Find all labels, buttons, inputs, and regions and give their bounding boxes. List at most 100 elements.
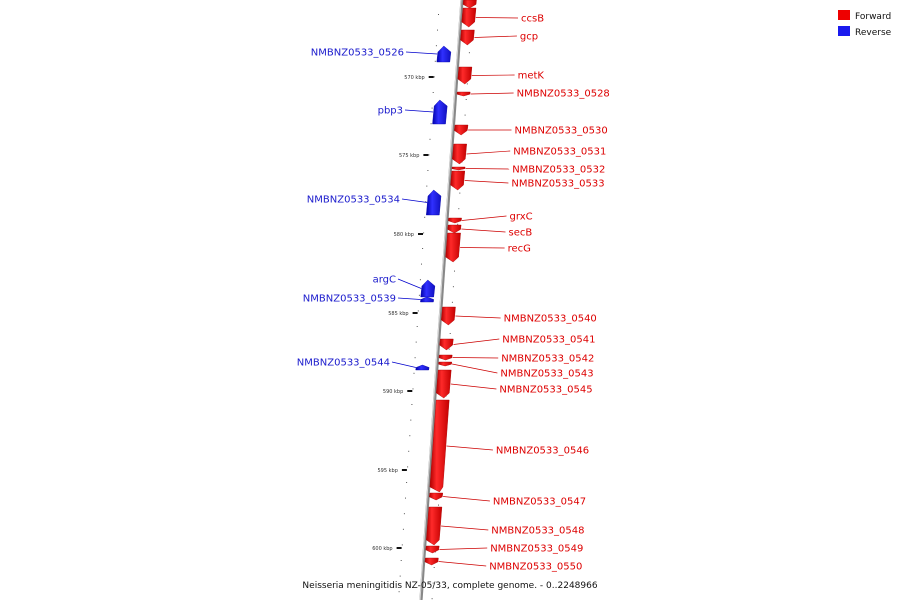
scale-dot	[415, 341, 417, 343]
gene-leader-line	[471, 74, 515, 76]
tick-mark	[412, 312, 418, 314]
gene-forward[interactable]	[441, 306, 456, 326]
scale-dot	[408, 450, 410, 452]
gene-label-forward[interactable]: NMBNZ0533_0547	[493, 497, 586, 508]
tick-label: 590 kbp	[383, 389, 403, 395]
scale-dot	[457, 223, 459, 225]
gene-forward[interactable]	[456, 91, 471, 97]
gene-label-forward[interactable]: NMBNZ0533_0548	[491, 526, 584, 537]
gene-reverse[interactable]	[415, 364, 430, 371]
gene-leader-line	[405, 51, 438, 55]
gene-leader-line	[475, 17, 519, 19]
scale-dot	[402, 528, 404, 530]
scale-dot	[438, 14, 439, 15]
gene-reverse[interactable]	[420, 296, 434, 303]
gene-label-reverse[interactable]: NMBNZ0533_0534	[307, 195, 400, 206]
gene-label-forward[interactable]: NMBNZ0533_0532	[512, 165, 605, 176]
gene-label-reverse[interactable]: argC	[373, 275, 396, 286]
gene-forward[interactable]	[426, 506, 443, 546]
gene-forward[interactable]	[447, 224, 462, 234]
scale-dot	[412, 388, 414, 390]
gene-forward[interactable]	[445, 232, 461, 263]
scale-dot	[413, 372, 415, 374]
scale-dot	[431, 107, 433, 109]
gene-label-forward[interactable]: NMBNZ0533_0540	[504, 314, 597, 325]
scale-dot	[459, 192, 461, 194]
scale-dot	[398, 591, 400, 593]
gene-label-forward[interactable]: NMBNZ0533_0533	[511, 179, 604, 190]
gene-forward[interactable]	[460, 29, 475, 46]
gene-forward[interactable]	[461, 7, 477, 28]
labels-layer: ccsB gcp metK NMBNZ0533_0528 NMBNZ0533_0530 N…	[297, 14, 610, 573]
gene-label-forward[interactable]: ccsB	[521, 14, 544, 25]
gene-forward[interactable]	[450, 170, 466, 191]
scale-dot	[427, 170, 429, 171]
gene-forward[interactable]	[429, 399, 450, 493]
genes-layer	[415, 0, 477, 566]
scale-dot	[407, 466, 409, 468]
gene-label-reverse[interactable]: NMBNZ0533_0526	[311, 48, 404, 59]
scale-dot	[451, 301, 453, 303]
gene-forward[interactable]	[439, 338, 454, 351]
scale-dot	[417, 310, 419, 312]
legend-reverse-label: Reverse	[855, 28, 892, 38]
gene-label-reverse[interactable]: pbp3	[378, 106, 403, 117]
scale-dot	[454, 270, 455, 272]
scale-dot	[435, 45, 437, 47]
gene-forward[interactable]	[454, 124, 469, 136]
gene-leader-line	[460, 247, 505, 249]
gene-label-forward[interactable]: recG	[508, 244, 531, 255]
scale-dot	[411, 404, 413, 405]
scale-dot	[464, 114, 466, 116]
gene-leader-line	[450, 383, 497, 390]
gene-label-forward[interactable]: secB	[509, 228, 533, 239]
gene-forward[interactable]	[438, 361, 453, 367]
gene-label-forward[interactable]: NMBNZ0533_0546	[496, 446, 589, 457]
gene-reverse[interactable]	[420, 279, 436, 298]
scale-dot	[410, 419, 412, 421]
gene-leader-line	[404, 109, 434, 113]
gene-leader-line	[397, 297, 421, 300]
gene-forward[interactable]	[436, 369, 452, 399]
gene-leader-line	[441, 525, 489, 531]
figure-caption: Neisseria meningitidis NZ-05/33, complet…	[302, 581, 597, 591]
gene-label-forward[interactable]: NMBNZ0533_0542	[501, 354, 594, 365]
gene-label-forward[interactable]: NMBNZ0533_0545	[499, 385, 592, 396]
gene-reverse[interactable]	[432, 99, 448, 125]
gene-label-reverse[interactable]: NMBNZ0533_0539	[303, 294, 396, 305]
gene-label-forward[interactable]: NMBNZ0533_0541	[502, 335, 595, 346]
gene-label-forward[interactable]: NMBNZ0533_0549	[490, 544, 583, 555]
gene-forward[interactable]	[451, 166, 466, 171]
ticks-layer: 570 kbp 575 kbp 580 kbp 585 kbp 590 kbp 595 k…	[372, 75, 434, 552]
gene-label-reverse[interactable]: NMBNZ0533_0544	[297, 358, 390, 369]
scale-dot	[424, 216, 426, 218]
gene-leader-line	[443, 496, 490, 502]
gene-label-forward[interactable]: NMBNZ0533_0528	[517, 89, 610, 100]
gene-label-forward[interactable]: NMBNZ0533_0530	[515, 126, 608, 137]
scale-dot	[403, 513, 405, 515]
gene-forward[interactable]	[438, 354, 453, 361]
gene-forward[interactable]	[429, 492, 444, 501]
genome-backbone	[419, 0, 464, 600]
gene-leader-line	[438, 561, 487, 567]
scale-dot	[433, 567, 435, 568]
legend-reverse-swatch	[838, 26, 850, 36]
gene-label-forward[interactable]: NMBNZ0533_0543	[500, 369, 593, 380]
gene-label-forward[interactable]: grxC	[510, 212, 533, 223]
gene-forward[interactable]	[448, 217, 462, 224]
gene-forward[interactable]	[452, 143, 467, 165]
gene-forward[interactable]	[462, 0, 477, 9]
gene-forward[interactable]	[425, 545, 440, 554]
scale-dot	[433, 76, 435, 78]
gene-reverse[interactable]	[426, 189, 442, 216]
gene-forward[interactable]	[457, 66, 473, 85]
gene-label-forward[interactable]: NMBNZ0533_0531	[513, 147, 606, 158]
gene-reverse[interactable]	[436, 45, 452, 63]
gene-forward[interactable]	[424, 557, 439, 566]
scale-dot	[430, 123, 432, 125]
scale-dot	[409, 435, 411, 437]
scale-dot	[429, 138, 431, 140]
gene-label-forward[interactable]: NMBNZ0533_0550	[489, 562, 582, 573]
gene-label-forward[interactable]: gcp	[520, 32, 538, 43]
gene-label-forward[interactable]: metK	[518, 71, 545, 82]
